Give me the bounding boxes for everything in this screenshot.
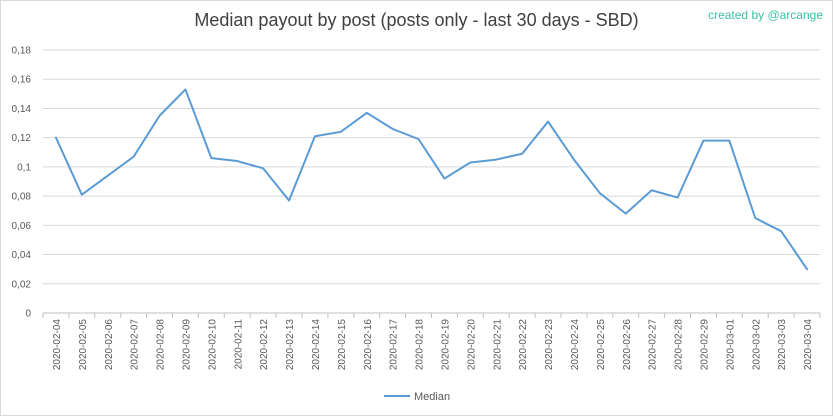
- data-point: [183, 87, 187, 91]
- x-axis: 2020-02-04 2020-02-05 2020-02-06 2020-02-07…: [42, 313, 821, 371]
- x-tick-label: 2020-02-11: [233, 319, 244, 370]
- y-tick-label: 0: [25, 309, 31, 320]
- legend: Median: [384, 391, 450, 403]
- data-point: [287, 198, 291, 202]
- x-tick-label: 2020-02-04: [52, 319, 63, 371]
- x-tick-label: 2020-02-20: [466, 319, 477, 371]
- data-point: [546, 120, 550, 124]
- data-point: [158, 114, 162, 118]
- x-tick-label: 2020-02-21: [492, 319, 503, 371]
- x-tick-label: 2020-02-23: [544, 319, 555, 371]
- x-tick-label: 2020-02-15: [337, 319, 348, 371]
- data-point: [365, 111, 369, 115]
- data-point: [80, 193, 84, 197]
- gridlines: [43, 49, 820, 314]
- x-tick-label: 2020-03-02: [751, 319, 762, 371]
- x-tick-label: 2020-02-09: [181, 319, 192, 371]
- x-tick-label: 2020-03-04: [803, 319, 814, 371]
- x-tick-label: 2020-02-22: [518, 319, 529, 371]
- data-point: [54, 136, 58, 140]
- data-point: [339, 130, 343, 134]
- y-tick-label: 0,12: [12, 133, 32, 144]
- data-point: [572, 158, 576, 162]
- x-tick-label: 2020-02-29: [699, 319, 710, 371]
- x-tick-label: 2020-02-12: [259, 319, 270, 371]
- y-tick-label: 0,02: [12, 279, 32, 290]
- x-tick-label: 2020-02-07: [130, 319, 141, 371]
- y-tick-label: 0,14: [12, 104, 32, 115]
- x-tick-label: 2020-02-14: [311, 319, 322, 371]
- credit-label: created by @arcange: [708, 8, 823, 22]
- data-point: [650, 188, 654, 192]
- data-point: [391, 127, 395, 131]
- y-tick-label: 0,18: [12, 46, 32, 57]
- data-point: [313, 134, 317, 138]
- data-point: [701, 139, 705, 143]
- x-tick-label: 2020-02-19: [440, 319, 451, 371]
- x-tick-label: 2020-03-03: [777, 319, 788, 371]
- y-tick-label: 0,04: [12, 250, 32, 261]
- x-tick-label: 2020-02-25: [596, 319, 607, 371]
- data-point: [132, 155, 136, 159]
- y-tick-label: 0,16: [12, 75, 32, 86]
- x-tick-label: 2020-02-27: [648, 319, 659, 371]
- data-point: [753, 216, 757, 220]
- y-tick-label: 0,1: [17, 162, 31, 173]
- data-point: [779, 229, 783, 233]
- x-tick-label: 2020-02-06: [104, 319, 115, 371]
- data-point: [442, 177, 446, 181]
- x-tick-label: 2020-02-08: [156, 319, 167, 371]
- x-tick-label: 2020-02-18: [415, 319, 426, 371]
- legend-label: Median: [414, 391, 450, 403]
- x-tick-label: 2020-02-26: [622, 319, 633, 371]
- data-point: [261, 166, 265, 170]
- data-point: [417, 137, 421, 141]
- data-point: [520, 152, 524, 156]
- data-point: [106, 174, 110, 178]
- data-point: [598, 191, 602, 195]
- data-point: [494, 158, 498, 162]
- series-line-median: [54, 88, 809, 271]
- x-tick-label: 2020-02-05: [78, 319, 89, 371]
- y-tick-label: 0,06: [12, 221, 32, 232]
- data-point: [624, 212, 628, 216]
- series-group: [54, 87, 809, 271]
- y-tick-label: 0,08: [12, 192, 32, 203]
- data-point: [805, 267, 809, 271]
- x-tick-label: 2020-02-17: [389, 319, 400, 371]
- x-tick-label: 2020-02-13: [285, 319, 296, 371]
- data-point: [468, 161, 472, 165]
- data-point: [235, 159, 239, 163]
- chart-title: Median payout by post (posts only - last…: [194, 10, 639, 30]
- data-point: [209, 156, 213, 160]
- x-tick-label: 2020-03-01: [725, 319, 736, 371]
- y-axis: 0 0,02 0,04 0,06 0,08 0,1 0,12 0,14 0,16 0,18: [12, 46, 32, 320]
- x-tick-label: 2020-02-16: [363, 319, 374, 371]
- data-point: [676, 196, 680, 200]
- x-tick-label: 2020-02-24: [570, 319, 581, 371]
- x-tick-label: 2020-02-28: [674, 319, 685, 371]
- x-tick-label: 2020-02-10: [207, 319, 218, 371]
- data-point: [727, 139, 731, 143]
